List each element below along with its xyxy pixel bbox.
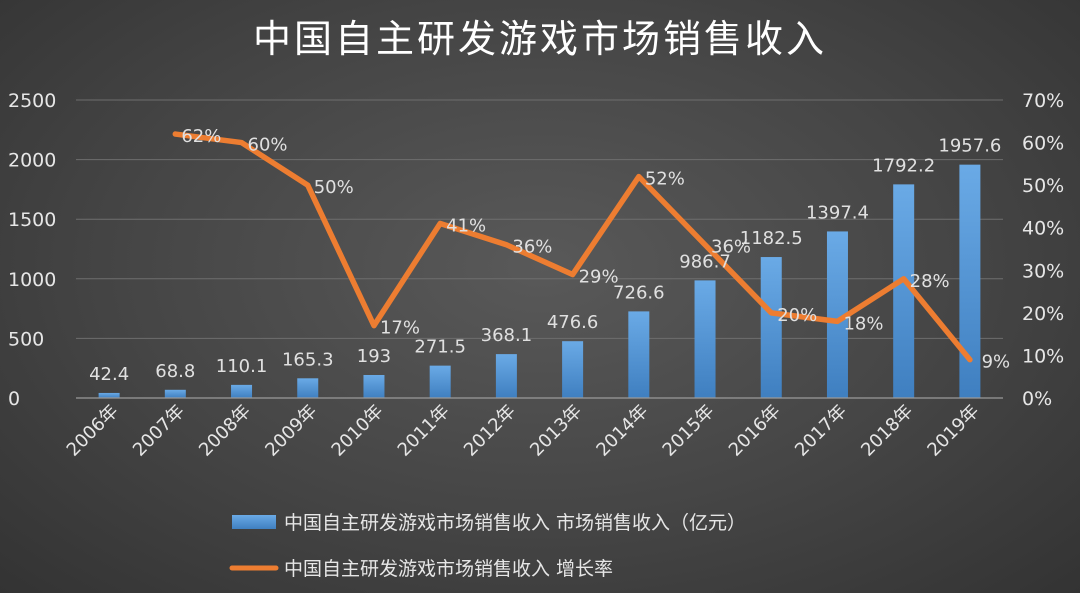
line-value-label: 36%	[512, 237, 552, 258]
y-right-tick-label: 20%	[1022, 303, 1064, 325]
bar-value-label: 368.1	[481, 325, 533, 346]
y-right-tick-label: 10%	[1022, 345, 1064, 367]
bar-value-label: 68.8	[155, 361, 195, 382]
growth-rate-line	[172, 131, 973, 363]
bar-value-label: 476.6	[547, 312, 599, 333]
bar-value-label: 986.7	[679, 251, 731, 272]
y-left-tick-label: 2500	[8, 90, 56, 112]
line-value-label: 60%	[248, 135, 288, 156]
line-data-labels: 62% 60% 50% 17% 41% 36% 29% 52% 36% 20% 18% 28% 9%	[181, 126, 1010, 373]
y-right-tick-label: 50%	[1022, 175, 1064, 197]
x-tick-label: 2018年	[857, 401, 917, 461]
y-right-tick-label: 0%	[1022, 388, 1052, 410]
bar-value-label: 1792.2	[872, 155, 935, 176]
y-right-tick-label: 70%	[1022, 90, 1064, 112]
line-value-label: 29%	[579, 267, 619, 288]
bar-value-label: 271.5	[414, 337, 466, 358]
line-value-label: 18%	[843, 313, 883, 334]
bar	[231, 384, 253, 398]
gridlines	[76, 99, 1003, 339]
bar	[826, 231, 848, 398]
bar-value-label: 110.1	[216, 356, 268, 377]
y-axis-right: 0% 10% 20% 30% 40% 50% 60% 70%	[1022, 90, 1064, 410]
bar	[628, 311, 650, 398]
bar	[893, 184, 915, 398]
bar	[495, 354, 517, 398]
y-right-tick-label: 60%	[1022, 133, 1064, 155]
bar	[694, 280, 716, 398]
bar	[297, 378, 319, 398]
legend: 中国自主研发游戏市场销售收入 市场销售收入（亿元） 中国自主研发游戏市场销售收入…	[229, 512, 746, 580]
bar-series	[98, 164, 981, 398]
y-right-tick-label: 40%	[1022, 218, 1064, 240]
y-left-tick-label: 1000	[8, 269, 56, 291]
bar-value-label: 726.6	[613, 282, 665, 303]
chart-title: 中国自主研发游戏市场销售收入	[253, 17, 827, 61]
line-value-label: 36%	[711, 237, 751, 258]
x-tick-label: 2010年	[328, 401, 388, 461]
bar	[98, 392, 120, 398]
y-left-tick-label: 500	[8, 328, 44, 350]
x-tick-label: 2019年	[923, 401, 983, 461]
y-left-tick-label: 1500	[8, 209, 56, 231]
legend-line-label: 中国自主研发游戏市场销售收入 增长率	[284, 558, 613, 580]
x-tick-label: 2009年	[261, 401, 321, 461]
bar-value-label: 1182.5	[740, 228, 803, 249]
bar-value-label: 165.3	[282, 349, 334, 370]
bar	[959, 164, 981, 398]
line-value-label: 20%	[777, 305, 817, 326]
x-tick-label: 2013年	[526, 401, 586, 461]
x-tick-label: 2008年	[195, 401, 255, 461]
bar	[760, 257, 782, 398]
line-value-label: 9%	[982, 352, 1011, 373]
bar-value-label: 1397.4	[806, 202, 869, 223]
bar-data-labels: 42.4 68.8 110.1 165.3 193 271.5 368.1 476.6 726.…	[89, 136, 1001, 385]
line-series	[172, 131, 973, 363]
bar	[562, 341, 584, 398]
y-left-tick-label: 0	[8, 388, 20, 410]
bar-value-label: 193	[357, 346, 391, 367]
bar-value-label: 42.4	[89, 364, 129, 385]
x-axis: 2006年 2007年 2008年 2009年 2010年 2011年 2012年 2013年…	[63, 397, 1003, 461]
line-value-label: 28%	[910, 271, 950, 292]
line-value-label: 17%	[380, 318, 420, 339]
x-tick-label: 2014年	[592, 401, 652, 461]
x-tick-label: 2006年	[63, 401, 123, 461]
line-value-label: 52%	[645, 169, 685, 190]
y-axis-left: 0 500 1000 1500 2000 2500	[8, 90, 56, 410]
legend-bar-swatch	[232, 515, 276, 529]
line-value-label: 41%	[446, 215, 486, 236]
x-tick-label: 2015年	[659, 401, 719, 461]
bar	[164, 389, 186, 398]
line-value-label: 50%	[314, 177, 354, 198]
x-tick-label: 2007年	[129, 401, 189, 461]
bar	[429, 365, 451, 398]
x-tick-label: 2017年	[791, 401, 851, 461]
line-value-label: 62%	[181, 126, 221, 147]
x-tick-label: 2011年	[394, 401, 454, 461]
y-left-tick-label: 2000	[8, 150, 56, 172]
x-tick-label: 2012年	[460, 401, 520, 461]
bar	[363, 374, 385, 398]
legend-bar-label: 中国自主研发游戏市场销售收入 市场销售收入（亿元）	[284, 512, 746, 534]
bar-value-label: 1957.6	[938, 136, 1001, 157]
x-tick-label: 2016年	[725, 401, 785, 461]
y-right-tick-label: 30%	[1022, 260, 1064, 282]
